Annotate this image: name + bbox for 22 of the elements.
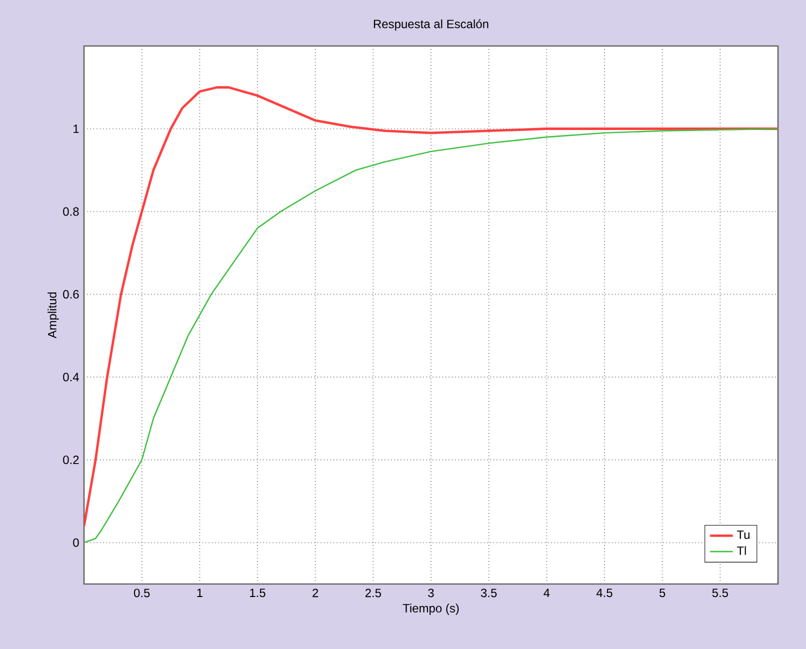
- x-tick-label: 1: [197, 588, 202, 597]
- legend-label: Tu: [736, 530, 750, 539]
- x-axis-title: Tiempo (s): [402, 604, 459, 615]
- x-tick-label: 3: [428, 588, 434, 598]
- x-tick-label: 4: [544, 588, 550, 597]
- y-axis-title: Amplitud: [48, 292, 59, 338]
- x-tick-label: 2.5: [365, 588, 382, 598]
- x-tick-label: 0.5: [134, 588, 150, 598]
- y-tick-label: 0.4: [63, 372, 79, 382]
- y-tick-label: 0.8: [63, 207, 79, 216]
- y-tick-label: 0.2: [63, 456, 79, 464]
- chart-title: Respuesta al Escalón: [374, 19, 488, 31]
- x-tick-label: 3.5: [480, 588, 497, 598]
- y-tick-label: 1: [74, 124, 79, 133]
- y-tick-label: 0: [73, 538, 79, 547]
- x-tick-label: 5: [659, 588, 666, 598]
- x-tick-label: 5.5: [712, 588, 728, 598]
- x-tick-label: 1.5: [250, 588, 266, 598]
- y-tick-label: 0.6: [63, 290, 79, 299]
- x-tick-label: 2: [312, 588, 318, 598]
- legend-label: Tl: [736, 546, 746, 555]
- x-tick-label: 4.5: [596, 588, 612, 598]
